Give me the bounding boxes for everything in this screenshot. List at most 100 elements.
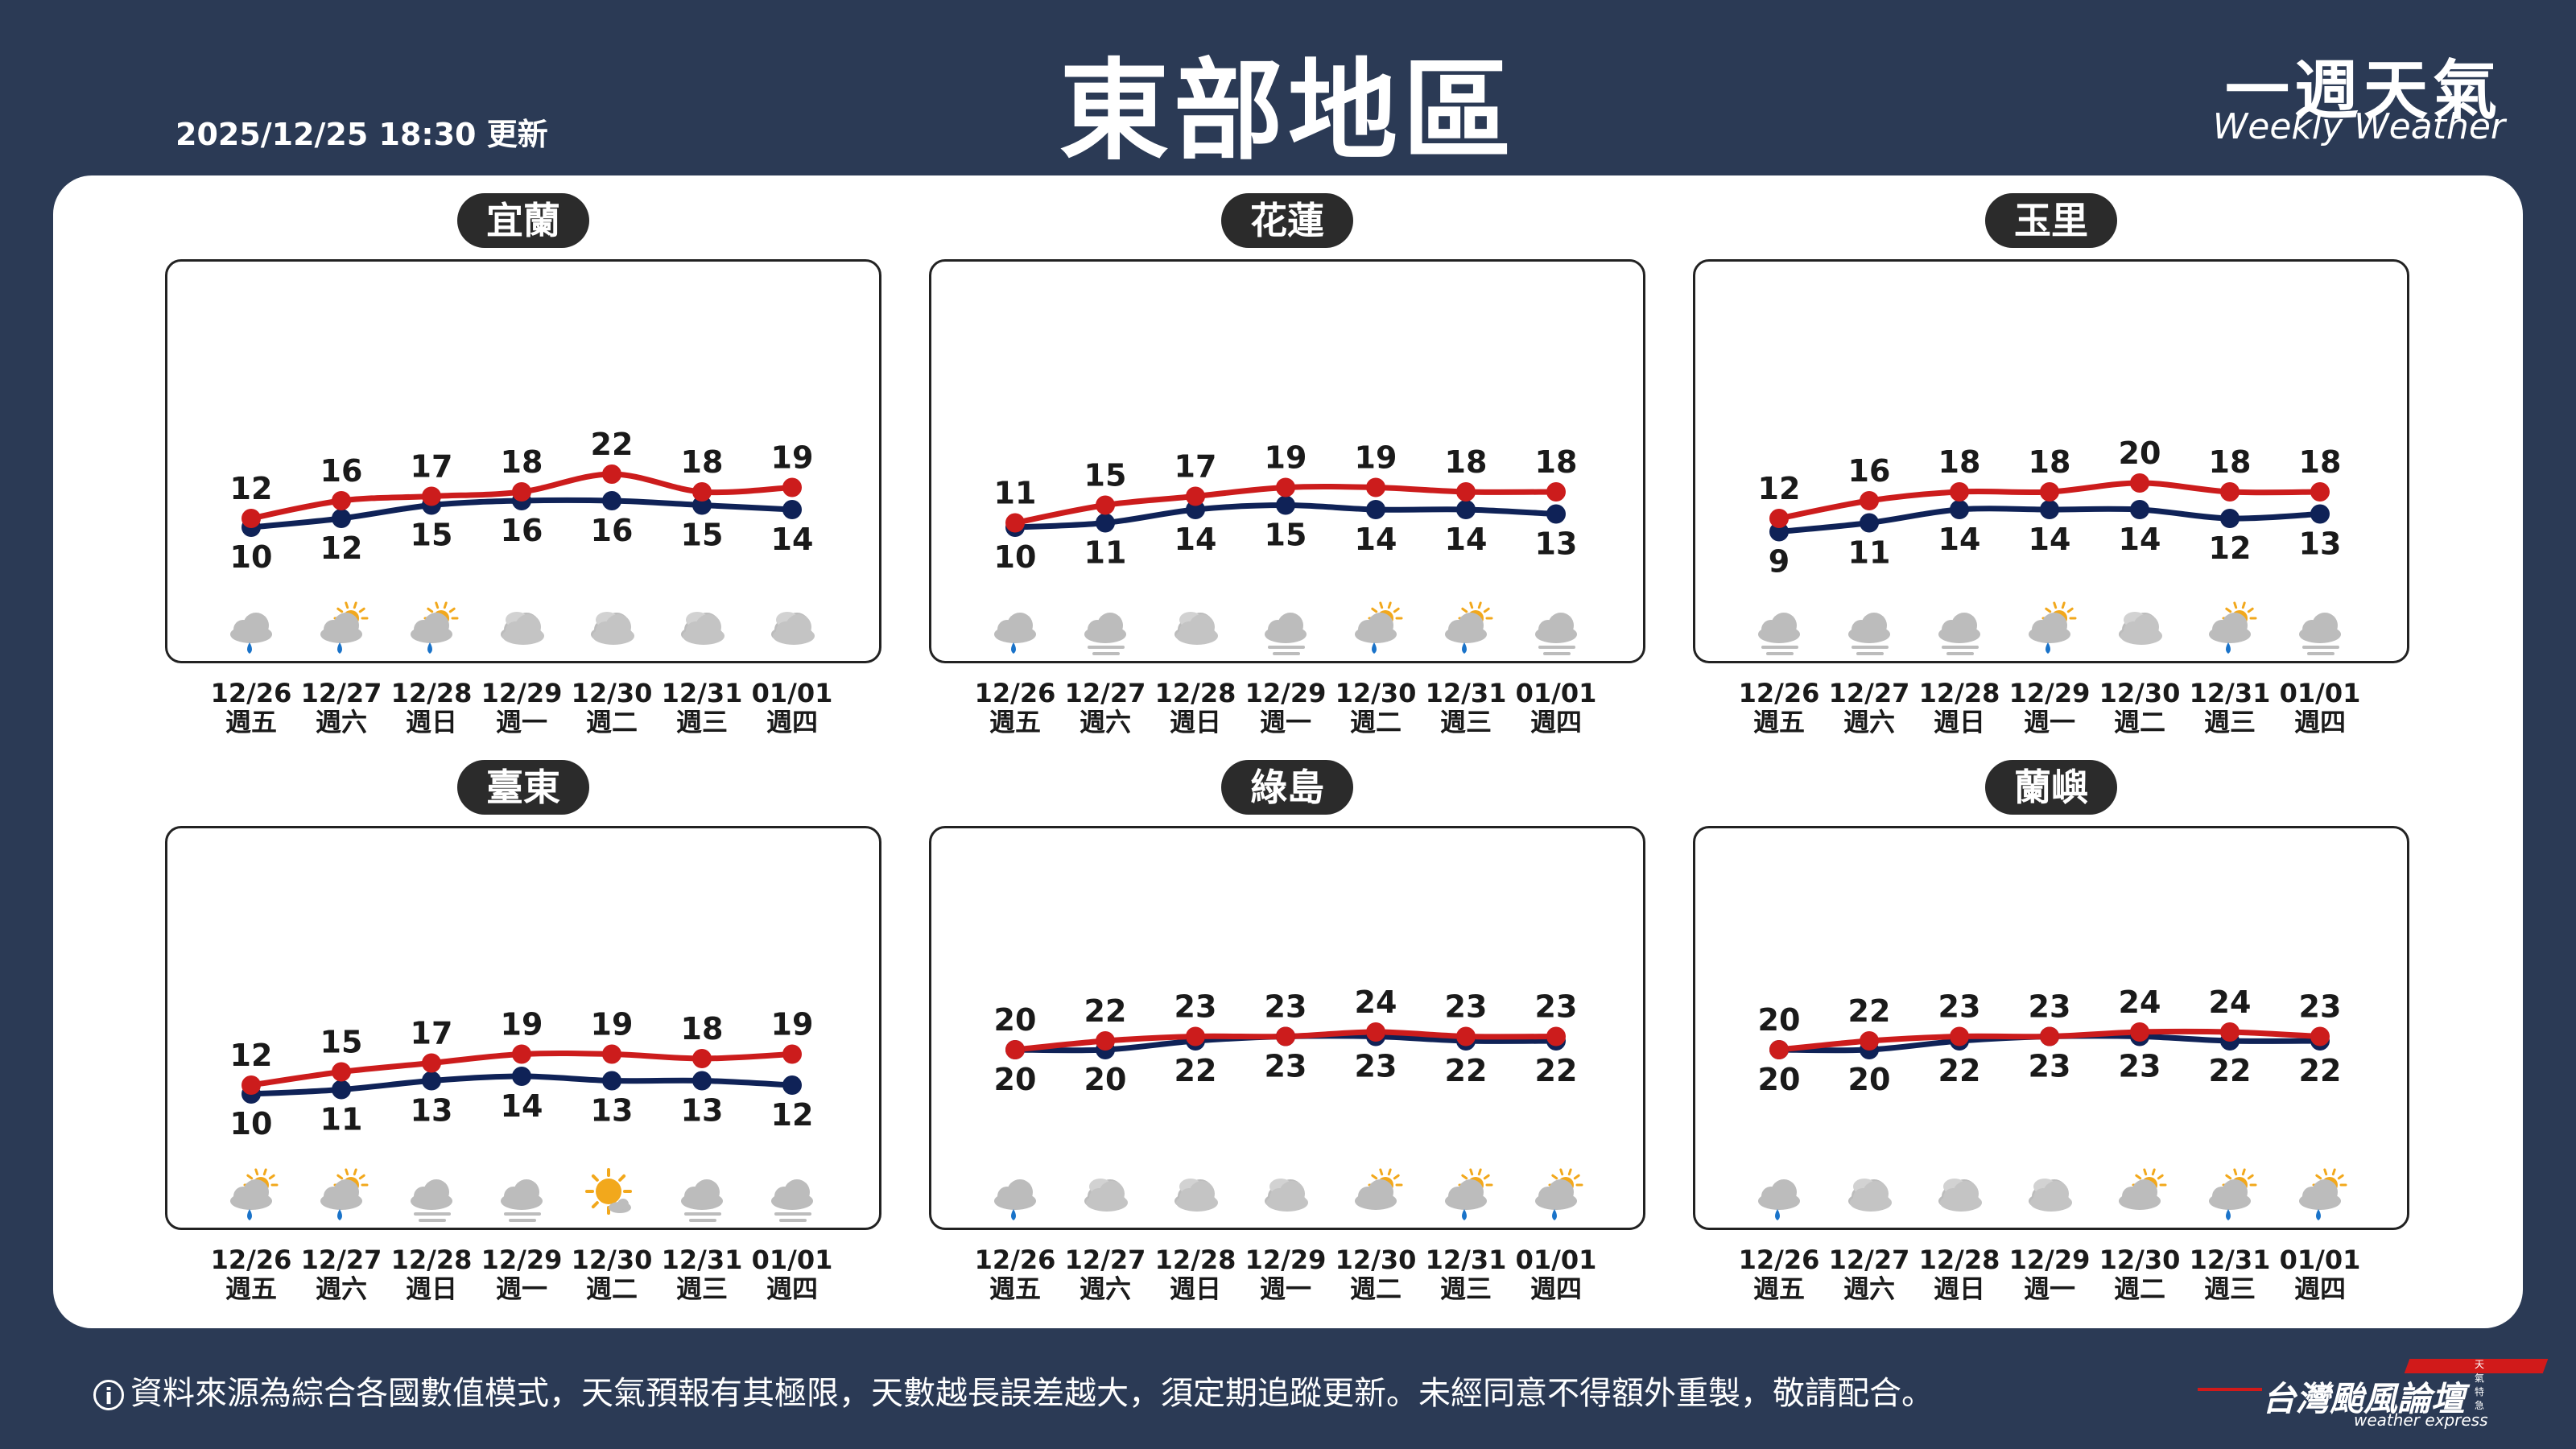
weekday-label: 週五 [225, 707, 277, 737]
high-temp-label: 18 [2029, 444, 2071, 480]
partly-sunny-rain-icon [320, 1168, 369, 1220]
high-temp-label: 18 [681, 444, 724, 480]
logo-tag: 天氣特急 [2475, 1359, 2485, 1411]
partly-sunny-icon [1355, 1168, 1403, 1210]
cloudy-icon [501, 612, 544, 645]
high-temp-label: 24 [2119, 985, 2161, 1020]
partly-sunny-rain-icon [2209, 1168, 2257, 1220]
point-low [782, 1075, 802, 1095]
date-label: 01/01 [2280, 678, 2361, 708]
point-low [1546, 504, 1566, 524]
partly-sunny-rain-icon [2209, 601, 2257, 654]
fog-icon [1758, 613, 1800, 655]
high-temp-label: 19 [771, 1007, 814, 1042]
date-label: 12/31 [1426, 678, 1507, 708]
partly-sunny-rain-icon [1535, 1168, 1583, 1220]
low-temp-label: 14 [2029, 522, 2071, 557]
point-high [1456, 482, 1476, 502]
weekday-label: 週六 [316, 1274, 367, 1304]
low-temp-label: 14 [1938, 522, 1981, 557]
fog-icon [411, 1179, 452, 1222]
point-high [332, 1062, 351, 1082]
cloudy-icon [1174, 612, 1218, 645]
weekday-label: 週二 [1350, 707, 1402, 737]
high-temp-label: 17 [1174, 449, 1217, 485]
station-label: 宜蘭 [457, 193, 589, 248]
weekday-label: 週四 [766, 707, 818, 737]
point-high [1950, 482, 1969, 502]
date-label: 12/26 [975, 678, 1056, 708]
low-temp-label: 22 [1174, 1053, 1217, 1088]
date-label: 12/28 [391, 678, 473, 708]
date-label: 12/27 [1065, 1245, 1146, 1275]
weekday-label: 週四 [2294, 1274, 2346, 1304]
weekday-label: 週二 [586, 1274, 638, 1304]
point-high [1950, 1026, 1969, 1046]
point-high [1769, 1040, 1789, 1059]
low-temp-label: 14 [771, 522, 814, 557]
weekday-label: 週六 [1080, 1274, 1131, 1304]
weekday-label: 週一 [2024, 1274, 2075, 1304]
high-temp-label: 24 [2209, 985, 2252, 1020]
cloudy-icon [1938, 1179, 1982, 1212]
date-label: 12/29 [481, 1245, 563, 1275]
fog-icon [2299, 613, 2341, 655]
point-high [602, 464, 621, 484]
point-high [2130, 473, 2149, 493]
low-temp-label: 20 [1084, 1062, 1127, 1097]
point-low [512, 1067, 531, 1086]
point-high [1860, 1031, 1879, 1051]
high-temp-label: 23 [1174, 989, 1217, 1025]
point-low [1769, 522, 1789, 542]
point-high [512, 482, 531, 502]
fog-icon [1265, 613, 1307, 655]
date-label: 12/31 [662, 1245, 743, 1275]
station-label: 玉里 [1985, 193, 2117, 248]
weekday-label: 週五 [989, 1274, 1041, 1304]
weekday-label: 週二 [586, 707, 638, 737]
date-label: 12/26 [1739, 678, 1820, 708]
point-high [1860, 491, 1879, 510]
point-high [1546, 482, 1566, 502]
weekday-label: 週三 [1440, 1274, 1492, 1304]
high-temp-label: 16 [1848, 453, 1891, 489]
low-temp-label: 22 [2299, 1053, 2342, 1088]
low-temp-label: 22 [2209, 1053, 2252, 1088]
temperature-chart: 20 22 23 23 24 24 23 20 20 22 23 23 22 22 12/26 12/27 12… [1739, 985, 2361, 1304]
weekday-label: 週一 [2024, 707, 2075, 737]
weekday-label: 週日 [1170, 1274, 1221, 1304]
low-temp-label: 23 [2119, 1049, 2161, 1084]
weekday-label: 週日 [1934, 1274, 1985, 1304]
high-temp-label: 23 [1445, 989, 1488, 1025]
point-high [1005, 513, 1025, 533]
high-temp-label: 23 [1265, 989, 1307, 1025]
partly-sunny-rain-icon [411, 601, 459, 654]
point-high [1186, 486, 1205, 506]
weekday-label: 週四 [1530, 707, 1582, 737]
weekday-label: 週三 [1440, 707, 1492, 737]
high-temp-label: 20 [2119, 436, 2161, 471]
point-low [1186, 500, 1205, 519]
date-label: 12/27 [301, 1245, 382, 1275]
point-high [1276, 477, 1295, 497]
high-temp-label: 18 [1445, 444, 1488, 480]
low-temp-label: 12 [320, 530, 363, 566]
date-label: 12/30 [2099, 678, 2181, 708]
rain-icon [230, 613, 272, 654]
point-low [1456, 500, 1476, 519]
point-low [1366, 500, 1385, 519]
partly-sunny-rain-icon [2029, 601, 2077, 654]
point-high [2220, 482, 2240, 502]
chart-frame [165, 826, 881, 1230]
weekday-label: 週三 [2204, 707, 2256, 737]
brand-title: 一週天氣 [2225, 53, 2502, 128]
point-low [422, 1071, 441, 1091]
chart-frame [1693, 259, 2409, 663]
date-label: 12/29 [1245, 678, 1327, 708]
point-high [2220, 1022, 2240, 1042]
high-temp-label: 23 [2299, 989, 2342, 1025]
point-high [1366, 1022, 1385, 1042]
date-label: 12/31 [2190, 678, 2271, 708]
low-temp-label: 13 [411, 1093, 453, 1129]
weekday-label: 週日 [1934, 707, 1985, 737]
